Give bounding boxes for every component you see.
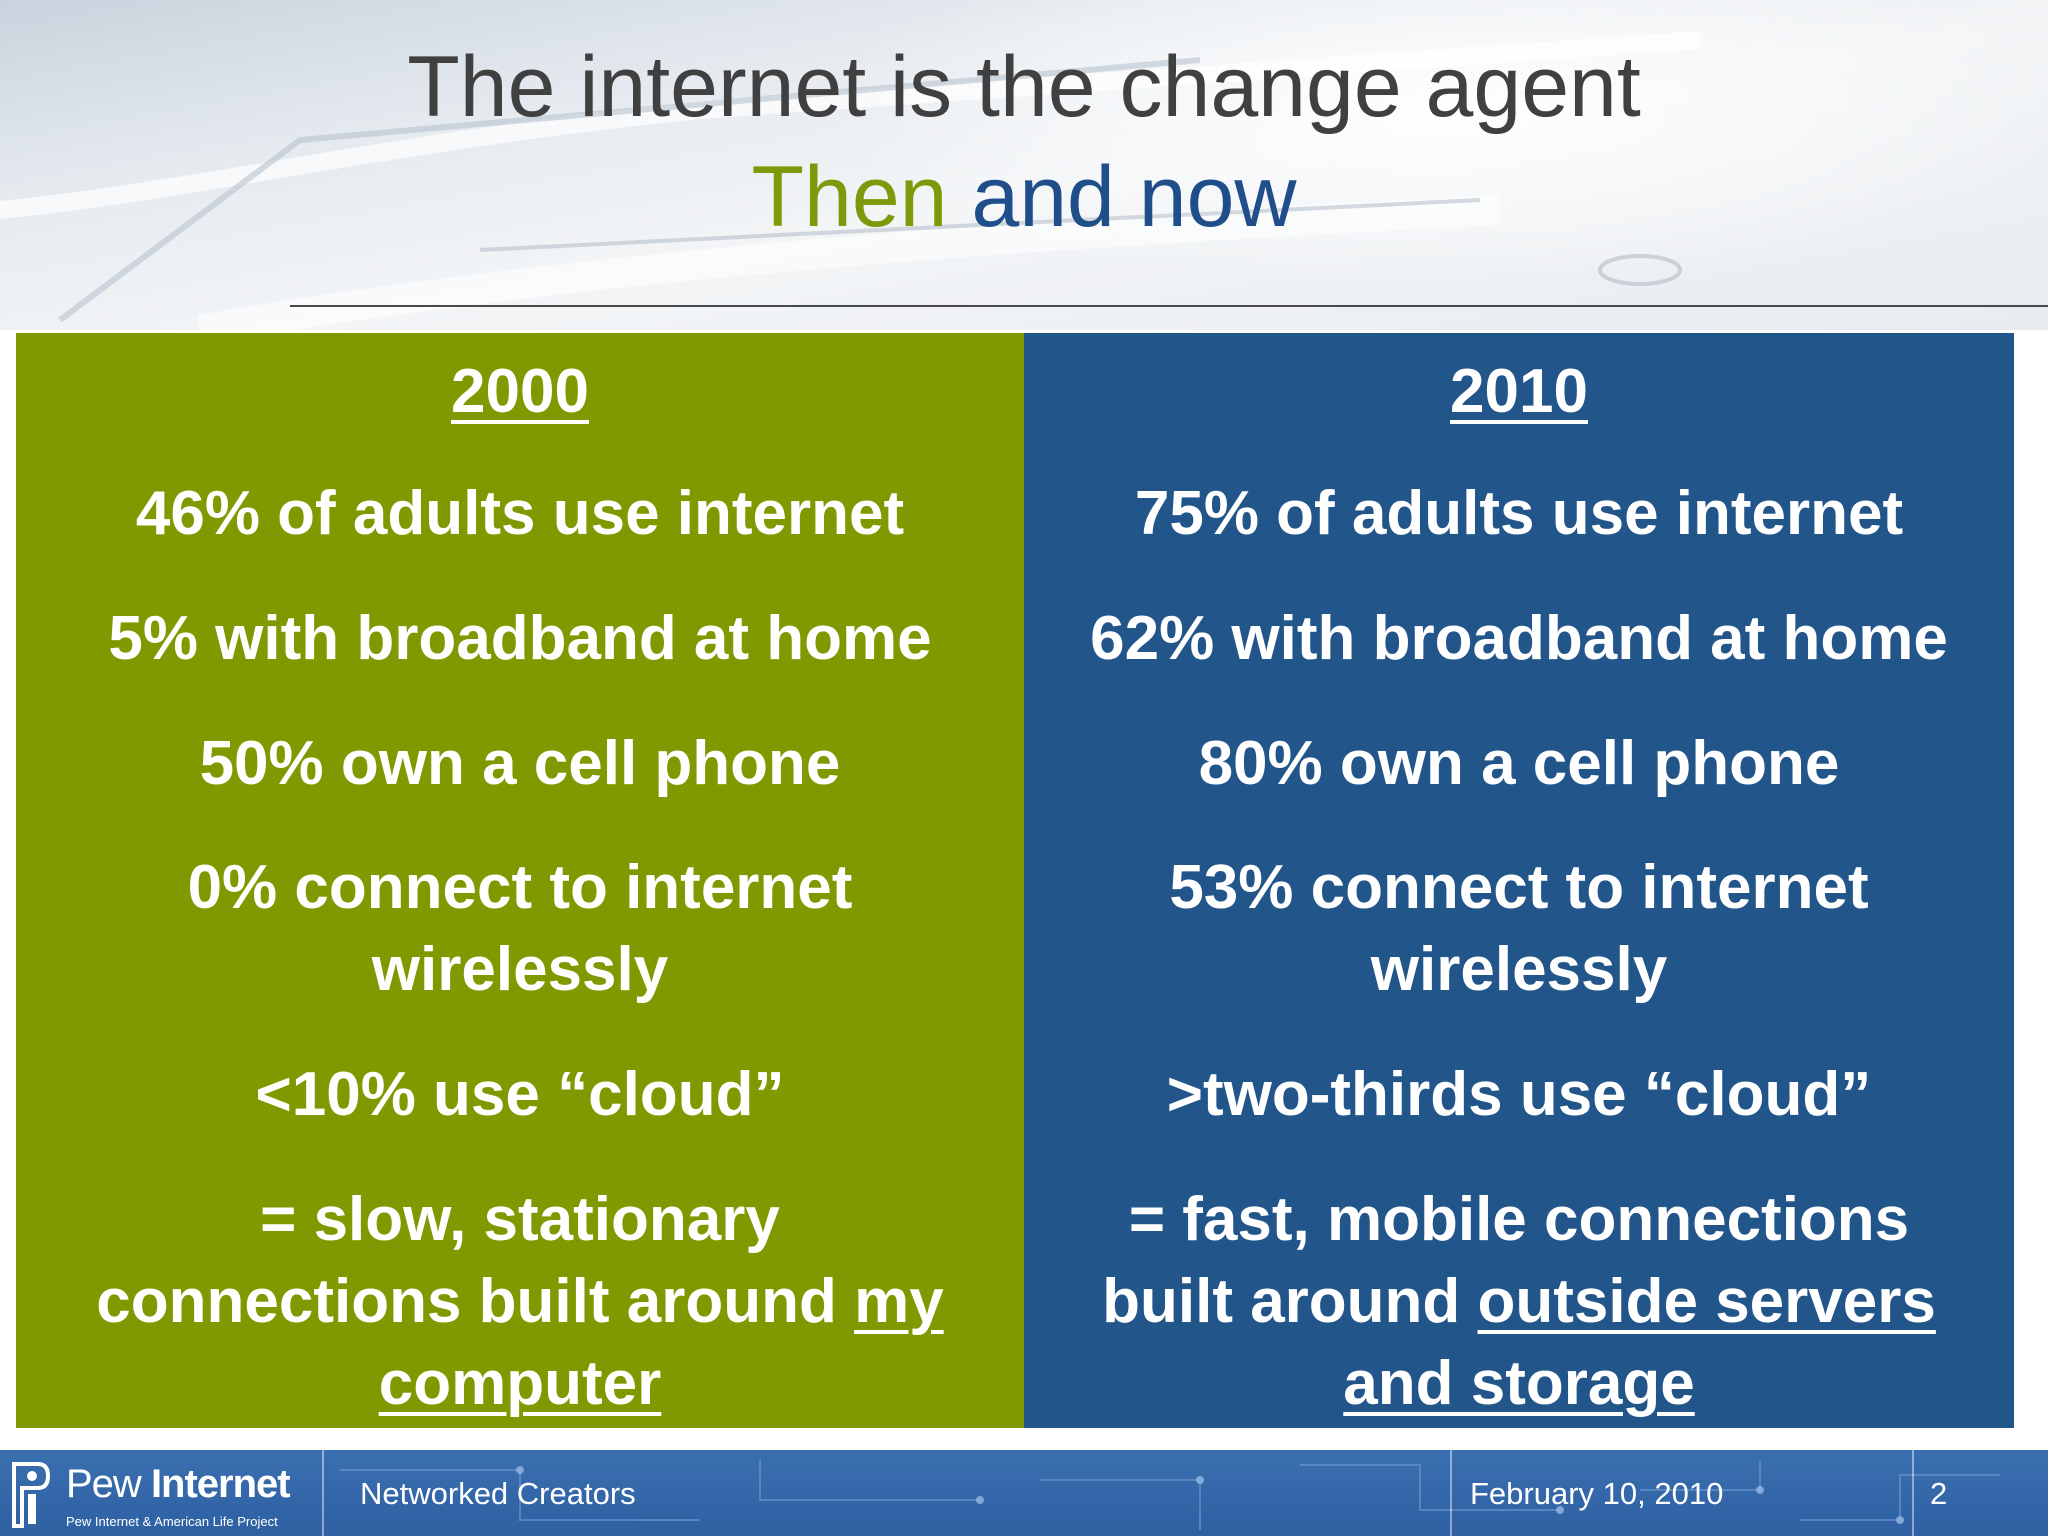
panel-2010-item-4-cont: wirelessly bbox=[1370, 935, 1668, 1004]
pew-logo-subtitle: Pew Internet & American Life Project bbox=[66, 1514, 278, 1529]
footer-divider bbox=[1450, 1450, 1452, 1536]
slide-subtitle: Then and now bbox=[0, 148, 2048, 247]
panel-2010-year: 2010 bbox=[1450, 357, 1588, 426]
panel-2000-year: 2000 bbox=[451, 357, 589, 426]
panel-2000: 2000 46% of adults use internet 5% with … bbox=[16, 333, 1024, 1428]
panel-2000-summary-1: = slow, stationary bbox=[260, 1185, 780, 1254]
panel-2010-item-5: >two-thirds use “cloud” bbox=[1166, 1060, 1872, 1129]
panel-2010-summary-2: built around outside servers bbox=[1102, 1267, 1936, 1336]
panel-2010: 2010 75% of adults use internet 62% with… bbox=[1024, 333, 2014, 1428]
panel-2000-summary-3: computer bbox=[378, 1349, 662, 1418]
panel-2000-item-4-cont: wirelessly bbox=[371, 935, 669, 1004]
panel-2000-item-5: <10% use “cloud” bbox=[255, 1060, 785, 1129]
slide-footer: Pew Internet Pew Internet & American Lif… bbox=[0, 1450, 2048, 1536]
footer-divider bbox=[322, 1450, 324, 1536]
panel-2000-item-3: 50% own a cell phone bbox=[199, 729, 841, 798]
panel-2010-summary-1: = fast, mobile connections bbox=[1128, 1185, 1910, 1254]
subtitle-then: Then bbox=[751, 149, 948, 245]
panel-2010-item-2: 62% with broadband at home bbox=[1090, 604, 1948, 673]
page-number: 2 bbox=[1930, 1476, 1948, 1511]
panel-2010-item-4: 53% connect to internet bbox=[1169, 853, 1869, 922]
pew-logo-icon bbox=[12, 1462, 51, 1528]
panel-2000-summary-2: connections built around my bbox=[96, 1267, 944, 1336]
title-divider bbox=[290, 305, 2048, 307]
subtitle-and-now: and now bbox=[947, 149, 1297, 245]
presentation-date: February 10, 2010 bbox=[1470, 1476, 1724, 1511]
panel-2010-item-3: 80% own a cell phone bbox=[1198, 729, 1840, 798]
presentation-name: Networked Creators bbox=[360, 1476, 636, 1511]
circuit-pattern-graphic bbox=[340, 1460, 2000, 1530]
panel-2000-item-2: 5% with broadband at home bbox=[108, 604, 932, 673]
slide-title: The internet is the change agent bbox=[407, 39, 1641, 135]
pew-internet-logo: Pew Internet bbox=[66, 1462, 291, 1506]
footer-divider bbox=[1912, 1450, 1914, 1536]
panel-2010-item-1: 75% of adults use internet bbox=[1134, 479, 1904, 548]
background-laptop-graphic bbox=[0, 31, 1701, 330]
panel-2000-item-4: 0% connect to internet bbox=[187, 853, 853, 922]
panel-2000-item-1: 46% of adults use internet bbox=[135, 479, 905, 548]
panel-2010-summary-3: and storage bbox=[1343, 1349, 1695, 1418]
